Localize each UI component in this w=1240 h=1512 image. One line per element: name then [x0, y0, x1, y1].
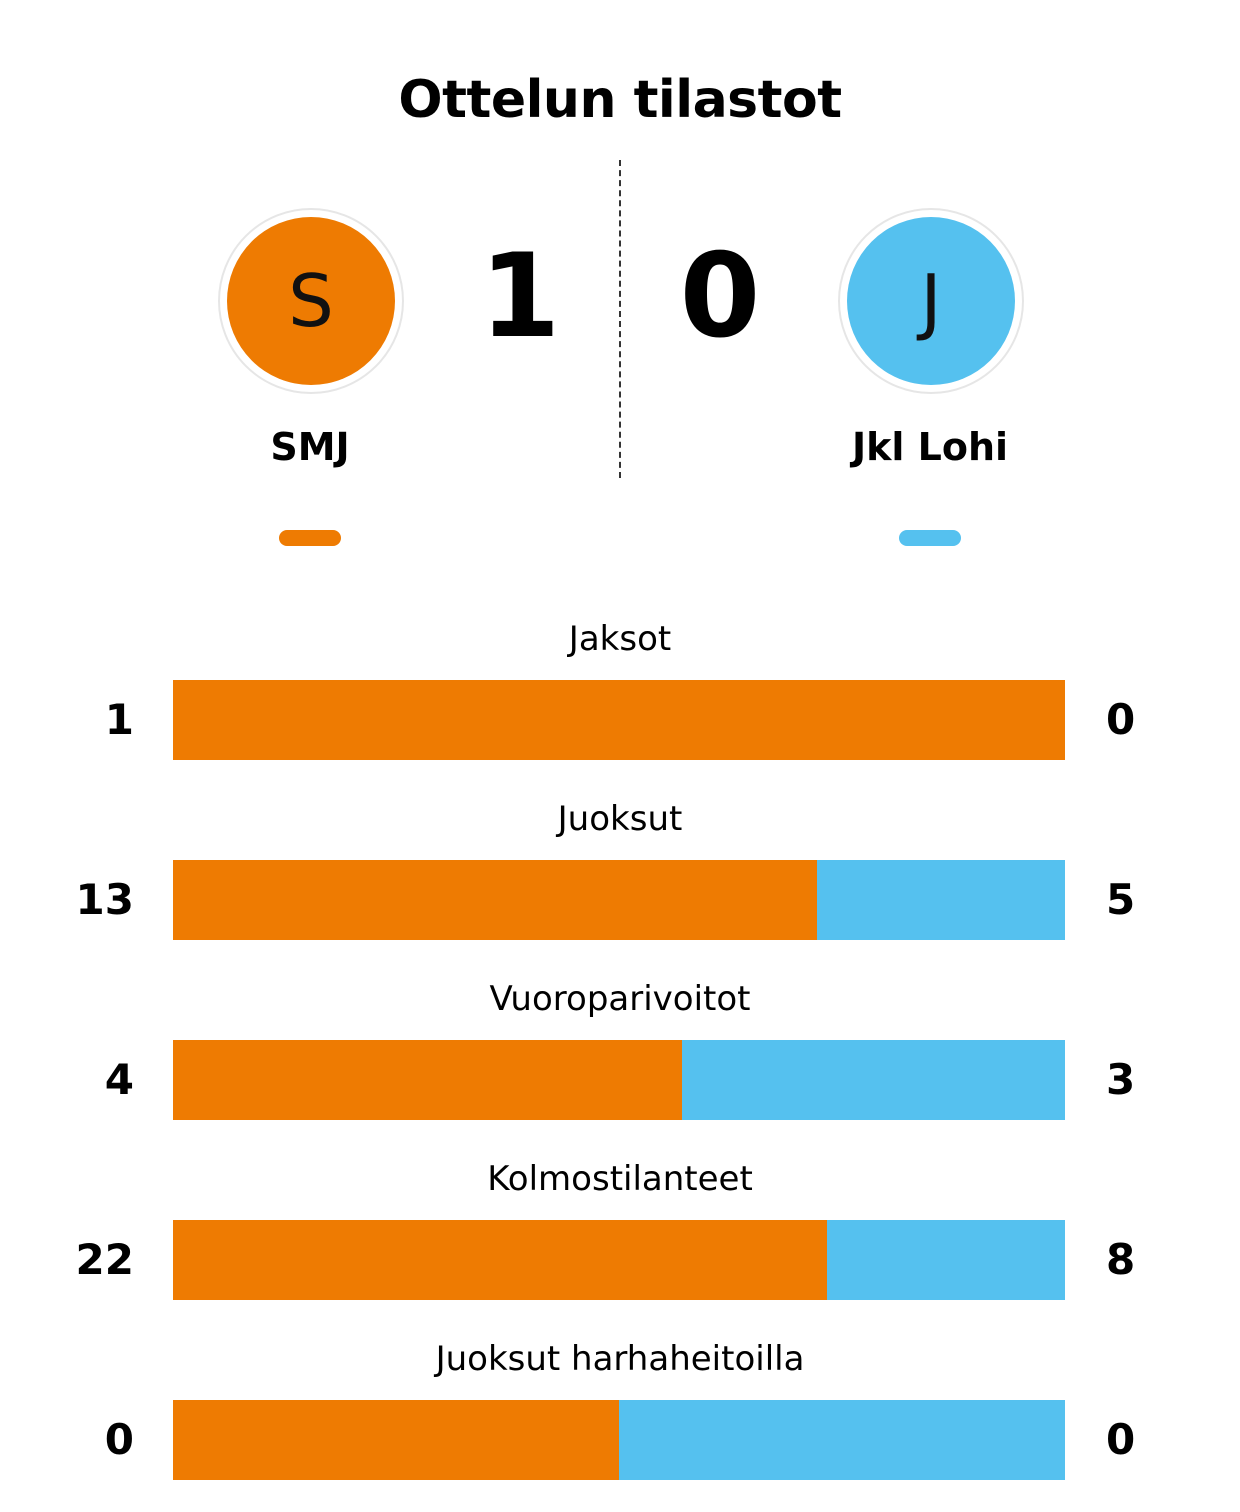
away-score: 0: [679, 229, 761, 364]
stat-away-value: 0: [1106, 1415, 1136, 1464]
stat-home-value: 13: [75, 875, 134, 924]
page-title: Ottelun tilastot: [398, 70, 842, 130]
stat-bar-home: [173, 680, 1065, 760]
stat-label: Juoksut harhaheitoilla: [435, 1339, 805, 1379]
stat-bar-home: [173, 1220, 827, 1300]
stat-bar: [173, 1040, 1065, 1120]
stat-row-kolmostilanteet: Kolmostilanteet 22 8: [0, 1152, 1240, 1332]
away-color-swatch: [899, 530, 961, 546]
stat-bar: [173, 1220, 1065, 1300]
stat-bar-home: [173, 1400, 619, 1480]
stat-bar-away: [619, 1400, 1065, 1480]
stat-away-value: 5: [1106, 875, 1136, 924]
away-team-logo: J: [838, 208, 1024, 394]
stat-row-juoksut: Juoksut 13 5: [0, 792, 1240, 972]
stat-bar: [173, 860, 1065, 940]
stat-bar-away: [682, 1040, 1065, 1120]
away-team-name: Jkl Lohi: [851, 425, 1009, 469]
home-logo-disc: S: [227, 217, 395, 385]
stat-bar-away: [817, 860, 1065, 940]
home-team-logo: S: [218, 208, 404, 394]
stat-home-value: 22: [75, 1235, 134, 1284]
stat-home-value: 4: [104, 1055, 134, 1104]
stat-row-juoksut-harhaheitoilla: Juoksut harhaheitoilla 0 0: [0, 1332, 1240, 1512]
stat-home-value: 0: [104, 1415, 134, 1464]
stat-label: Vuoroparivoitot: [489, 979, 751, 1019]
stat-bar: [173, 680, 1065, 760]
stat-bar-away: [826, 1220, 1065, 1300]
stat-label: Juoksut: [557, 799, 683, 839]
stat-home-value: 1: [104, 695, 134, 744]
stat-label: Kolmostilanteet: [487, 1159, 753, 1199]
home-color-swatch: [279, 530, 341, 546]
stat-bar-home: [173, 860, 818, 940]
stat-away-value: 8: [1106, 1235, 1136, 1284]
home-team-name: SMJ: [270, 425, 350, 469]
home-score: 1: [479, 229, 561, 364]
stat-row-jaksot: Jaksot 1 0: [0, 612, 1240, 792]
stats-list: Jaksot 1 0 Juoksut 13 5 Vuoroparivoitot …: [0, 612, 1240, 1512]
stat-bar: [173, 1400, 1065, 1480]
stat-away-value: 3: [1106, 1055, 1136, 1104]
away-logo-disc: J: [847, 217, 1015, 385]
stat-bar-home: [173, 1040, 683, 1120]
stat-label: Jaksot: [568, 619, 672, 659]
stat-away-value: 0: [1106, 695, 1136, 744]
stat-row-vuoroparivoitot: Vuoroparivoitot 4 3: [0, 972, 1240, 1152]
center-divider: [619, 160, 621, 478]
